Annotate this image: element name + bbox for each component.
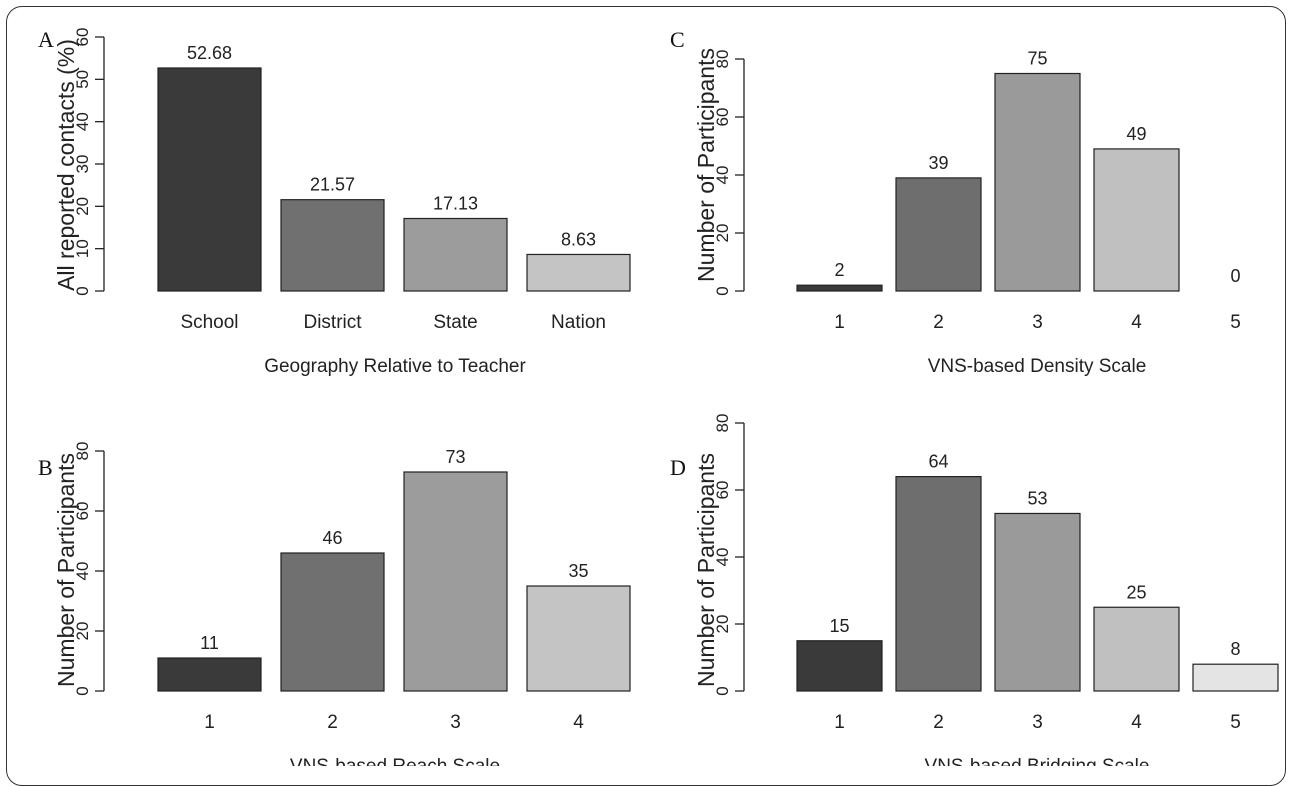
- panel-a-value-label: 17.13: [433, 193, 478, 213]
- panel-a-bar: [280, 199, 385, 292]
- panel-d-category-label: 4: [1131, 712, 1142, 733]
- panel-c-category-label: 3: [1032, 312, 1043, 333]
- panel-b-value-label: 46: [322, 528, 342, 548]
- panel-d-y-axis-title: Number of Participants: [693, 453, 719, 687]
- panel-b-category-label: 2: [327, 712, 338, 733]
- panel-c-y-tick-label: 20: [713, 224, 732, 243]
- panel-b-y-tick-label: 60: [73, 502, 92, 521]
- panel-a-category-label: School: [180, 312, 238, 333]
- panel-d-bar: [994, 512, 1081, 692]
- panel-d-category-label: 3: [1032, 712, 1043, 733]
- panel-a-y-tick-label: 60: [73, 28, 92, 47]
- panel-a-y-tick-label: 30: [73, 155, 92, 174]
- panel-b-bar: [526, 585, 631, 692]
- panel-d-bar: [796, 640, 883, 692]
- panel-d-bar: [1093, 606, 1180, 692]
- panel-b-category-label: 4: [573, 712, 584, 733]
- panel-d-x-axis-title: VNS-based Bridging Scale: [925, 756, 1150, 766]
- panel-a-y-tick-label: 0: [73, 286, 92, 295]
- panel-a-y-axis-title: All reported contacts (%): [53, 39, 79, 291]
- panel-d-y-tick-label: 80: [713, 414, 732, 433]
- panel-c-category-label: 2: [933, 312, 944, 333]
- panel-c-value-label: 0: [1230, 266, 1240, 286]
- panel-d-y-tick-label: 0: [713, 686, 732, 695]
- panel-a-value-label: 52.68: [187, 43, 232, 63]
- panel-c-y-tick-label: 80: [713, 50, 732, 69]
- panel-b-y-tick-label: 80: [73, 442, 92, 461]
- panel-b-y-tick-label: 20: [73, 622, 92, 641]
- panel-c-category-label: 5: [1230, 312, 1241, 333]
- panel-d-bar: [1192, 663, 1279, 692]
- panel-b-bar: [280, 552, 385, 692]
- panel-d-value-label: 53: [1027, 488, 1047, 508]
- panel-d-y-tick-label: 20: [713, 615, 732, 634]
- panel-c-category-label: 1: [834, 312, 845, 333]
- panel-b-y-tick-label: 0: [73, 686, 92, 695]
- panel-c-y-tick-label: 0: [713, 286, 732, 295]
- panel-b-y-tick-label: 40: [73, 562, 92, 581]
- panel-c-category-label: 4: [1131, 312, 1142, 333]
- panel-a-bar: [403, 217, 508, 292]
- panel-a-value-label: 21.57: [310, 175, 355, 195]
- panel-a-value-label: 8.63: [561, 229, 596, 249]
- panel-a-category-label: District: [303, 312, 362, 333]
- panel-c-letter: C: [670, 27, 685, 52]
- panel-b-value-label: 73: [445, 447, 465, 467]
- panel-d-value-label: 64: [928, 452, 948, 472]
- panel-b-y-axis-title: Number of Participants: [53, 453, 79, 687]
- panel-b-letter: B: [38, 455, 53, 480]
- panel-c-value-label: 49: [1126, 124, 1146, 144]
- panel-d-y-tick-label: 40: [713, 548, 732, 567]
- panel-c-bar: [994, 72, 1081, 292]
- panel-c-bar: [1093, 148, 1180, 292]
- panel-d-category-label: 5: [1230, 712, 1241, 733]
- panel-d-category-label: 2: [933, 712, 944, 733]
- panel-c-value-label: 2: [834, 260, 844, 280]
- panel-a-bar: [526, 253, 631, 292]
- panel-a-category-label: State: [433, 312, 477, 333]
- panel-c-y-axis-title: Number of Participants: [693, 48, 719, 282]
- panel-c-bar: [796, 284, 883, 292]
- panel-c-y-tick-label: 60: [713, 108, 732, 127]
- panel-d-y-tick-label: 60: [713, 481, 732, 500]
- panel-b-x-axis-title: VNS-based Reach Scale: [290, 756, 500, 766]
- panel-c-bar: [895, 177, 982, 292]
- panel-b-category-label: 3: [450, 712, 461, 733]
- panel-c-y-tick-label: 40: [713, 166, 732, 185]
- chart-panels-svg: A All reported contacts (%)01020304050605…: [38, 27, 1279, 766]
- panel-d-bar: [895, 476, 982, 692]
- panel-a-bar: [157, 67, 262, 292]
- panel-a-x-axis-title: Geography Relative to Teacher: [264, 356, 526, 377]
- panel-a-y-tick-label: 50: [73, 70, 92, 89]
- panel-c-value-label: 75: [1027, 49, 1047, 69]
- panel-d-value-label: 25: [1126, 582, 1146, 602]
- panel-a-y-tick-label: 20: [73, 197, 92, 216]
- panel-a-letter: A: [38, 27, 54, 52]
- panel-a-y-tick-label: 10: [73, 239, 92, 258]
- panel-b-category-label: 1: [204, 712, 215, 733]
- panel-c-value-label: 39: [928, 153, 948, 173]
- panel-a-y-tick-label: 40: [73, 112, 92, 131]
- panel-d-value-label: 8: [1230, 639, 1240, 659]
- panel-b-value-label: 35: [568, 561, 588, 581]
- panel-d-letter: D: [670, 455, 686, 480]
- panel-b-bar: [157, 657, 262, 692]
- panel-c-x-axis-title: VNS-based Density Scale: [928, 356, 1147, 377]
- panel-d-category-label: 1: [834, 712, 845, 733]
- panel-d-value-label: 15: [829, 616, 849, 636]
- panel-b-value-label: 11: [200, 633, 219, 653]
- panel-b-bar: [403, 471, 508, 692]
- panel-a-category-label: Nation: [551, 312, 606, 333]
